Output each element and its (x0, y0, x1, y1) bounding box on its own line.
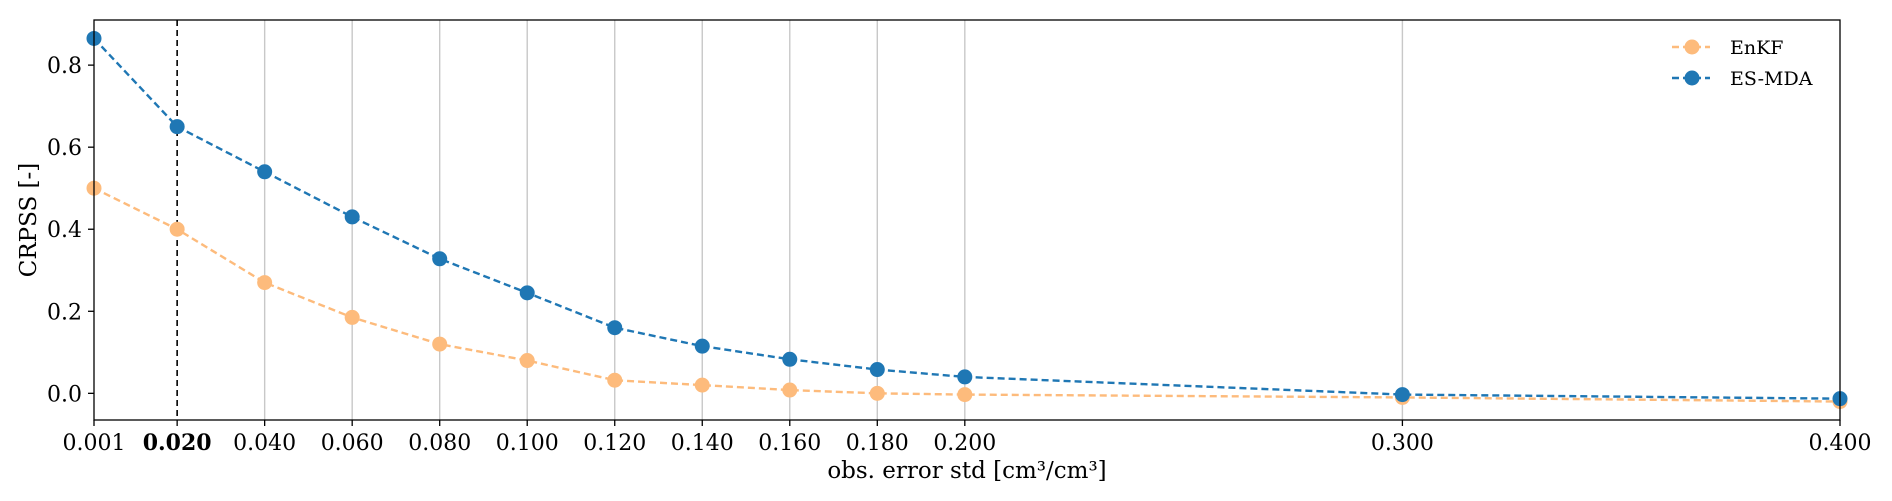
data-point (1394, 387, 1410, 403)
data-point (169, 119, 185, 135)
x-tick-label: 0.020 (143, 430, 212, 456)
data-point (432, 336, 448, 352)
y-tick-label: 0.2 (47, 300, 82, 325)
x-tick-label: 0.100 (496, 431, 559, 456)
x-tick-label: 0.400 (1809, 431, 1872, 456)
series-layer (86, 30, 1848, 410)
y-tick-label: 0.4 (47, 218, 82, 243)
y-axis-ticks: 0.0 0.2 0.4 0.6 0.8 (47, 54, 94, 407)
data-point (782, 351, 798, 367)
legend-marker (1684, 39, 1700, 55)
series-2 (86, 30, 1848, 407)
data-point (957, 369, 973, 385)
data-point (694, 338, 710, 354)
x-tick-label: 0.300 (1371, 431, 1434, 456)
x-tick-label: 0.040 (233, 431, 296, 456)
legend-label: ES-MDA (1730, 68, 1813, 90)
x-tick-label: 0.140 (671, 431, 734, 456)
x-axis-label: obs. error std [cm³/cm³] (827, 458, 1106, 484)
data-point (782, 382, 798, 398)
y-tick-label: 0.0 (47, 382, 82, 407)
data-point (694, 377, 710, 393)
series-1 (86, 180, 1848, 410)
legend-item: ES-MDA (1672, 68, 1813, 90)
x-tick-label: 0.001 (63, 431, 126, 456)
x-tick-label: 0.180 (846, 431, 909, 456)
data-point (344, 309, 360, 325)
data-point (344, 209, 360, 225)
x-axis-ticks: 0.001 0.020 0.040 0.060 0.080 0.100 0.120 0.140… (63, 420, 1872, 456)
data-point (169, 221, 185, 237)
legend-item: EnKF (1672, 37, 1783, 59)
x-tick-label: 0.120 (583, 431, 646, 456)
vertical-gridlines (263, 20, 1404, 420)
x-tick-label: 0.200 (933, 431, 996, 456)
x-tick-label: 0.080 (408, 431, 471, 456)
data-point (869, 362, 885, 378)
plot-frame (93, 19, 1841, 421)
legend-marker (1684, 70, 1700, 86)
legend-label: EnKF (1730, 37, 1783, 59)
data-point (519, 353, 535, 369)
data-point (869, 385, 885, 401)
y-axis-label: CRPSS [-] (16, 163, 42, 278)
x-tick-label: 0.160 (758, 431, 821, 456)
data-point (257, 164, 273, 180)
data-point (432, 251, 448, 267)
y-tick-label: 0.6 (47, 136, 82, 161)
y-tick-label: 0.8 (47, 54, 82, 79)
x-tick-label: 0.060 (321, 431, 384, 456)
data-point (257, 275, 273, 291)
data-point (607, 320, 623, 336)
data-point (519, 285, 535, 301)
legend: EnKF ES-MDA (1672, 37, 1813, 90)
data-point (607, 372, 623, 388)
data-point (957, 387, 973, 403)
